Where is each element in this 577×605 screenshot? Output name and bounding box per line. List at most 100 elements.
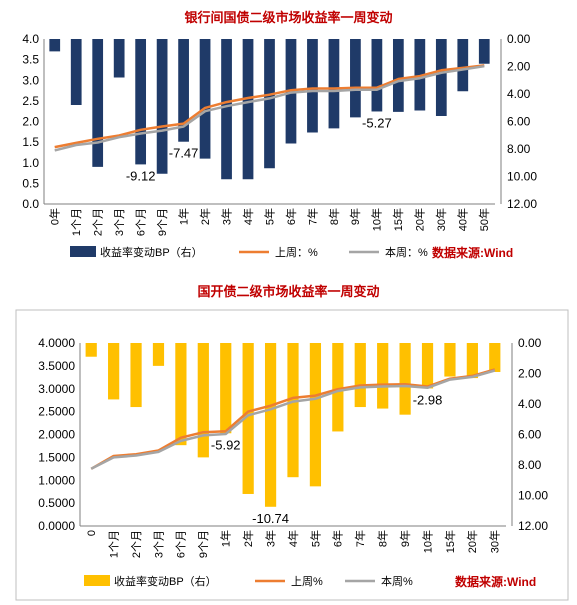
x-tick-label: 3年 xyxy=(219,208,233,225)
right-axis-tick-label: 2.00 xyxy=(518,367,542,381)
bar xyxy=(489,343,501,372)
bar xyxy=(92,39,104,167)
x-tick-label: 20年 xyxy=(465,530,479,553)
right-axis-tick-label: 0.00 xyxy=(518,336,542,350)
x-tick-label: 8年 xyxy=(327,208,341,225)
x-tick-label: 7年 xyxy=(353,530,367,547)
source-note: 数据来源:Wind xyxy=(432,245,513,260)
legend-label: 本周：% xyxy=(385,245,428,259)
x-tick-label: 4年 xyxy=(241,208,255,225)
bar xyxy=(152,343,165,366)
x-tick-label: 9个月 xyxy=(156,208,169,236)
x-tick-label: 6个月 xyxy=(175,530,188,558)
x-tick-label: 15年 xyxy=(443,530,457,553)
right-axis-tick-label: 10.00 xyxy=(518,489,548,503)
left-axis-tick-label: 3.5000 xyxy=(38,359,75,373)
left-axis-tick-label: 0.5000 xyxy=(38,496,75,510)
right-axis-tick-label: 2.00 xyxy=(507,60,531,74)
left-axis-tick-label: 3.0000 xyxy=(38,382,75,396)
left-axis-tick-label: 4.0 xyxy=(22,32,39,46)
bar xyxy=(85,343,97,357)
chart-panel-cdb: 国开债二级市场收益率一周变动 0.0000 0.5000 1.0000 1.5000 2… xyxy=(0,270,577,605)
bar xyxy=(307,39,318,133)
x-tick-label: 2年 xyxy=(241,530,255,547)
right-axis-tick-label: 0.00 xyxy=(507,32,531,46)
x-tick-label: 6年 xyxy=(284,208,298,225)
bar xyxy=(392,39,404,112)
x-tick-label: 10年 xyxy=(420,530,434,553)
right-axis-tick-label: 6.00 xyxy=(507,115,531,129)
bar xyxy=(457,39,469,92)
x-tick-label: 7年 xyxy=(305,208,319,225)
data-label: -9.12 xyxy=(126,168,156,183)
x-tick-label: 40年 xyxy=(456,208,470,231)
legend-swatch-bars xyxy=(70,246,96,257)
left-axis-tick-label: 2.5 xyxy=(22,94,39,108)
x-tick-label: 1个月 xyxy=(107,530,120,558)
x-tick-label: 6个月 xyxy=(134,208,147,236)
x-tick-label: 30年 xyxy=(434,208,448,231)
x-tick-label: 20年 xyxy=(413,208,427,231)
x-tick-label: 0年 xyxy=(48,208,62,225)
right-axis-tick-label: 8.00 xyxy=(518,458,542,472)
legend-label: 上周% xyxy=(291,575,323,588)
x-tick-label: 3个月 xyxy=(113,208,126,236)
bar xyxy=(377,343,389,409)
bar xyxy=(466,343,478,379)
data-label: -10.74 xyxy=(252,511,289,526)
x-tick-label: 50年 xyxy=(477,208,491,231)
data-label: -5.92 xyxy=(211,437,241,452)
chart-svg: 0.0 0.5 1.0 1.5 2.0 2.5 3.0 3.5 4.0 0.00 2.00 4.00 6… xyxy=(22,32,537,260)
x-tick-label: 2个月 xyxy=(92,208,105,236)
bar xyxy=(414,39,426,111)
bar xyxy=(113,39,125,78)
x-tick-label: 5年 xyxy=(308,530,322,547)
x-tick-label: 5年 xyxy=(262,208,276,225)
left-axis-tick-label: 2.0 xyxy=(22,115,39,129)
legend-label: 收益率变动BP（右） xyxy=(114,574,217,588)
right-axis-tick-label: 10.00 xyxy=(507,170,537,184)
bar xyxy=(264,343,277,507)
legend-label: 收益率变动BP（右） xyxy=(100,245,203,259)
x-tick-label: 9年 xyxy=(348,208,362,225)
bar xyxy=(70,39,82,105)
bar xyxy=(49,39,61,52)
left-axis-tick-label: 4.0000 xyxy=(38,336,75,350)
x-tick-label: 8年 xyxy=(376,530,390,547)
bar xyxy=(178,39,189,142)
bar xyxy=(328,39,340,129)
x-tick-label: 1年 xyxy=(176,208,190,225)
bar xyxy=(242,343,254,494)
data-label: -2.98 xyxy=(413,392,443,407)
left-axis-tick-label: 1.0 xyxy=(22,156,39,170)
bar xyxy=(175,343,187,446)
left-axis-tick-label: 3.5 xyxy=(22,53,39,67)
x-tick-label: 10年 xyxy=(370,208,384,231)
chart-panel-treasury: 银行间国债二级市场收益率一周变动 0.0 0.5 1.0 1.5 2.0 2.5 3.0 3.… xyxy=(0,0,577,262)
x-tick-label: 6年 xyxy=(331,530,345,547)
right-axis-tick-label: 12.00 xyxy=(507,197,537,211)
bar xyxy=(435,39,447,116)
left-axis-tick-label: 1.5000 xyxy=(38,450,75,464)
x-tick-label: 1个月 xyxy=(70,208,83,236)
bar xyxy=(350,39,361,118)
source-note: 数据来源:Wind xyxy=(455,574,536,589)
legend-label: 本周% xyxy=(381,574,413,588)
bar xyxy=(197,343,209,458)
x-tick-label: 9年 xyxy=(398,530,412,547)
right-axis-tick-label: 4.00 xyxy=(518,397,542,411)
bar xyxy=(135,39,147,165)
bar xyxy=(130,343,142,408)
bar xyxy=(287,343,299,478)
bar xyxy=(354,343,366,408)
x-tick-label: 4年 xyxy=(286,530,300,547)
left-axis-tick-label: 1.0000 xyxy=(38,473,75,487)
x-tick-label: 2个月 xyxy=(130,530,143,558)
left-axis-tick-label: 0.0000 xyxy=(38,519,75,533)
bar xyxy=(309,343,322,487)
bar xyxy=(242,39,254,180)
right-axis-tick-label: 8.00 xyxy=(507,142,531,156)
series-line xyxy=(54,64,485,152)
data-label: -7.47 xyxy=(169,146,199,161)
bar xyxy=(108,343,120,400)
